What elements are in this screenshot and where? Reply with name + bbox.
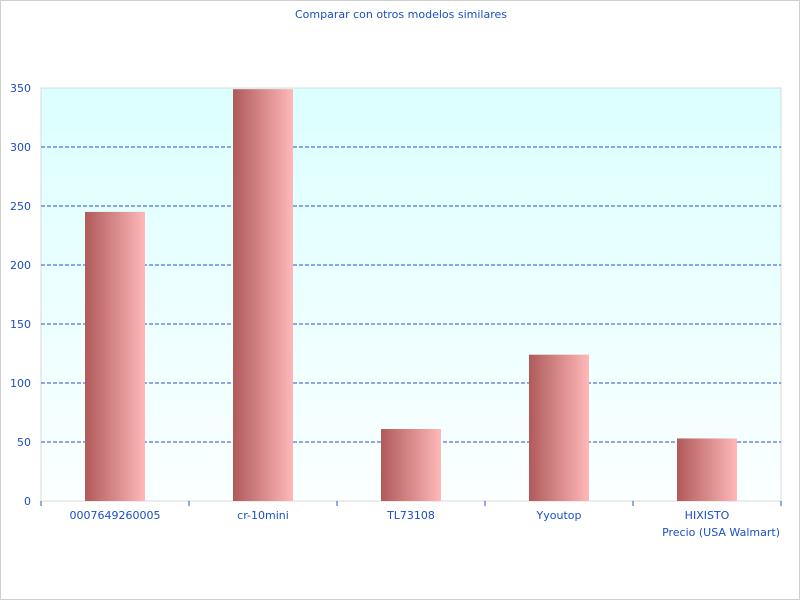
y-tick-label: 150 xyxy=(10,318,31,331)
y-tick-label: 50 xyxy=(17,436,31,449)
bar-Yyoutop xyxy=(529,354,589,501)
x-tick-label: 0007649260005 xyxy=(70,509,161,522)
x-tick-label: Yyoutop xyxy=(536,509,582,522)
x-tick-label: cr-10mini xyxy=(237,509,289,522)
y-tick-label: 350 xyxy=(10,82,31,95)
bar-0007649260005 xyxy=(85,211,145,501)
x-axis-label: Precio (USA Walmart) xyxy=(662,526,780,539)
y-tick-label: 0 xyxy=(24,495,31,508)
y-tick-label: 200 xyxy=(10,259,31,272)
x-tick-label: TL73108 xyxy=(386,509,435,522)
x-tick-label: HIXISTO xyxy=(685,509,730,522)
chart-title: Comparar con otros modelos similares xyxy=(295,8,507,21)
y-tick-label: 300 xyxy=(10,141,31,154)
y-tick-label: 250 xyxy=(10,200,31,213)
bar-cr-10mini xyxy=(233,89,293,502)
y-tick-label: 100 xyxy=(10,377,31,390)
bar-TL73108 xyxy=(381,429,441,501)
bar-HIXISTO xyxy=(677,438,737,501)
